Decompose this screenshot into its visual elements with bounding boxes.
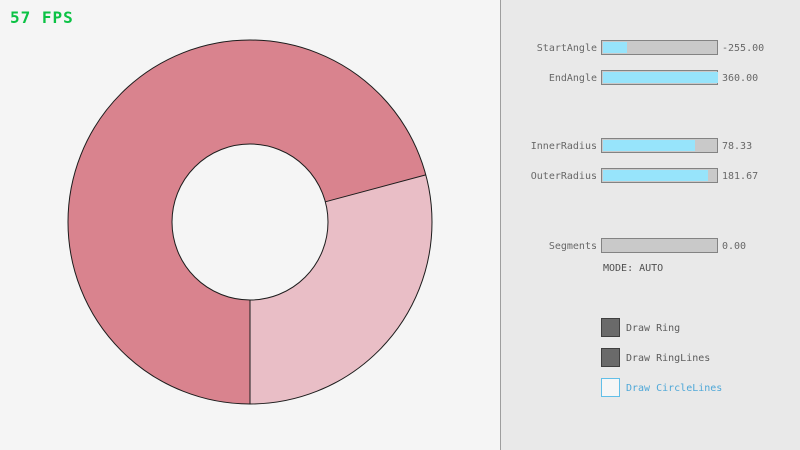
outerradius-value: 181.67	[722, 171, 759, 182]
segments-label: Segments	[548, 241, 597, 252]
draw-circlelines-label: Draw CircleLines	[626, 383, 723, 394]
endangle-slider[interactable]	[601, 70, 718, 85]
outerradius-slider[interactable]	[601, 168, 718, 183]
slider-fill	[603, 72, 718, 83]
innerradius-label: InnerRadius	[530, 141, 597, 152]
slider-fill	[603, 140, 695, 151]
slider-fill	[603, 42, 628, 53]
controls-panel: StartAngle -255.00 EndAngle 360.00 Inner…	[500, 0, 800, 450]
checkbox-box-icon[interactable]	[601, 348, 620, 367]
innerradius-value: 78.33	[722, 141, 753, 152]
ring-light-segment	[250, 174, 433, 404]
innerradius-slider[interactable]	[601, 138, 718, 153]
endangle-label: EndAngle	[548, 73, 597, 84]
segments-slider[interactable]	[601, 238, 718, 253]
draw-circlelines-checkbox[interactable]: Draw CircleLines	[501, 378, 800, 398]
draw-ringlines-checkbox[interactable]: Draw RingLines	[501, 348, 800, 368]
slider-row-startangle: StartAngle -255.00	[501, 40, 800, 56]
fps-counter: 57 FPS	[10, 8, 74, 27]
ring-inner-hole	[172, 144, 328, 300]
checkbox-box-icon[interactable]	[601, 378, 620, 397]
slider-row-endangle: EndAngle 360.00	[501, 70, 800, 86]
ring-right-radial-line	[325, 174, 426, 203]
draw-ring-checkbox[interactable]: Draw Ring	[501, 318, 800, 338]
outerradius-label: OuterRadius	[530, 171, 597, 182]
slider-row-segments: Segments 0.00	[501, 238, 800, 254]
draw-ringlines-label: Draw RingLines	[626, 353, 711, 364]
segments-value: 0.00	[722, 241, 747, 252]
slider-row-outerradius: OuterRadius 181.67	[501, 168, 800, 184]
checkbox-box-icon[interactable]	[601, 318, 620, 337]
slider-row-innerradius: InnerRadius 78.33	[501, 138, 800, 154]
ring-canvas	[67, 39, 433, 405]
endangle-value: 360.00	[722, 73, 759, 84]
draw-ring-label: Draw Ring	[626, 323, 681, 334]
startangle-value: -255.00	[722, 43, 765, 54]
startangle-slider[interactable]	[601, 40, 718, 55]
slider-fill	[603, 170, 708, 181]
startangle-label: StartAngle	[536, 43, 597, 54]
segments-mode-text: MODE: AUTO	[603, 263, 664, 274]
